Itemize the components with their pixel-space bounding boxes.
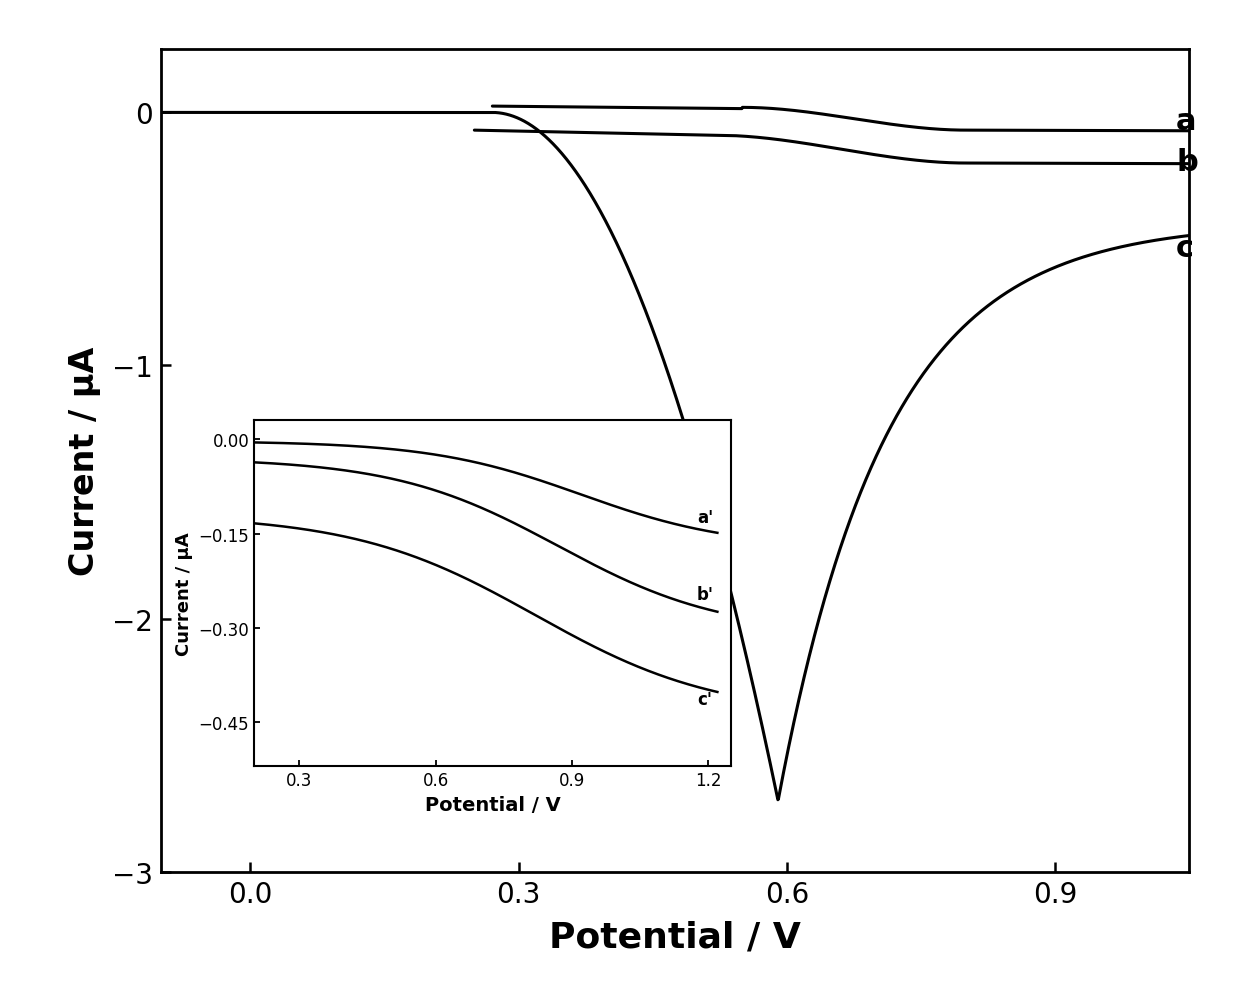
Text: b: b [1176,147,1198,176]
Y-axis label: Current / μA: Current / μA [68,347,100,575]
Text: a': a' [696,508,714,526]
Y-axis label: Current / μA: Current / μA [175,532,193,655]
Text: c': c' [696,690,712,708]
X-axis label: Potential / V: Potential / V [549,919,802,953]
Text: c: c [1176,234,1194,264]
Text: b': b' [696,586,714,604]
Text: a: a [1176,107,1197,136]
X-axis label: Potential / V: Potential / V [425,795,560,814]
